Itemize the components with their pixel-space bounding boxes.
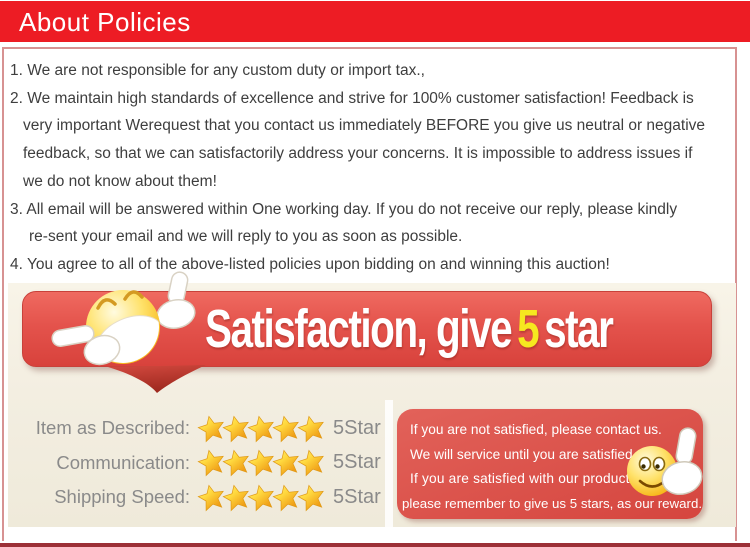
rating-row: Communication: 5Star — [25, 446, 385, 481]
rating-label: Communication: — [56, 451, 190, 473]
policy-line: 1. We are not responsible for any custom… — [10, 62, 425, 79]
rating-value: 5Star — [333, 485, 381, 508]
star-rating — [196, 413, 327, 443]
policy-list: 1. We are not responsible for any custom… — [10, 57, 730, 279]
note-line: We will service until you are satisfied — [410, 446, 633, 462]
page-title: About Policies — [19, 7, 191, 37]
policy-line: 3. All email will be answered within One… — [10, 200, 678, 218]
laughing-thumbs-up-emoji-icon — [51, 271, 206, 393]
rating-value: 5Star — [333, 451, 381, 474]
reward-note-text: If you are not satisfied, please contact… — [402, 418, 703, 516]
emoji-right-eye — [123, 290, 144, 301]
emoji-left-eye — [96, 298, 117, 310]
note-line: If you are not satisfied, please contact… — [410, 422, 662, 437]
rating-value: 5Star — [333, 416, 381, 439]
rating-list: Item as Described: 5Star Communication: 5St… — [25, 411, 385, 515]
policy-line: we do not know about them! — [23, 172, 217, 190]
note-thumb-up-icon — [661, 427, 703, 496]
policy-line: 4. You agree to all of the above-listed … — [10, 255, 610, 273]
star-icon — [296, 482, 327, 512]
bottom-rule — [0, 543, 750, 547]
policy-line: feedback, so that we can satisfactorily … — [23, 145, 693, 163]
star-rating — [196, 482, 327, 512]
star-icon — [296, 413, 327, 443]
policy-line: very important Werequest that you contac… — [23, 117, 706, 135]
star-icon — [296, 447, 327, 478]
left-thumb-up-icon — [51, 324, 121, 366]
ribbon-text-after: star — [544, 299, 614, 359]
policy-line: re-sent your email and we will reply to … — [29, 228, 463, 246]
speech-tail-icon — [108, 365, 206, 393]
ribbon-highlight: 5 — [517, 299, 540, 359]
note-line: please remember to give us 5 stars, as o… — [402, 495, 703, 511]
policy-line: 2. We maintain high standards of excelle… — [10, 89, 694, 107]
rating-row: Shipping Speed: 5Star — [25, 480, 385, 515]
rating-label: Shipping Speed: — [54, 486, 190, 508]
smiley-thumb-up-emoji-icon — [627, 427, 703, 496]
panel-divider — [385, 400, 393, 527]
ribbon-text: Satisfaction, give 5 star — [205, 298, 614, 360]
rating-label: Item as Described: — [35, 417, 190, 439]
note-line: If you are satisfied with our products, — [410, 471, 641, 486]
right-thumb-up-icon — [156, 271, 196, 330]
header-banner: About Policies — [0, 1, 750, 42]
rating-row: Item as Described: 5Star — [25, 411, 385, 446]
ribbon-text-before: Satisfaction, give — [205, 299, 513, 359]
star-rating — [196, 447, 327, 478]
